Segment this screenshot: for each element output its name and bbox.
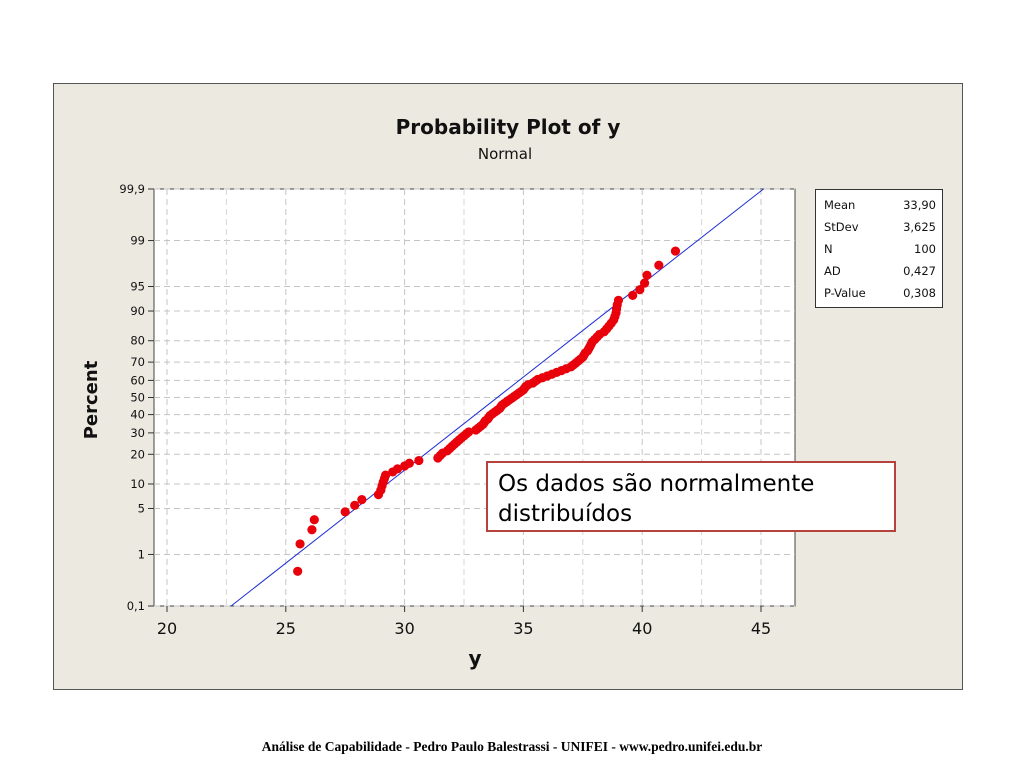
footer-text: Análise de Capabilidade - Pedro Paulo Ba…: [261, 739, 763, 754]
data-point: [357, 495, 367, 505]
data-point: [639, 278, 650, 288]
data-points: [293, 246, 681, 576]
x-tick-label: 35: [513, 619, 533, 638]
stat-value: 3,625: [903, 220, 936, 234]
stat-value: 0,427: [903, 264, 936, 278]
stat-value: 33,90: [903, 198, 936, 212]
y-tick-label: 1: [138, 547, 145, 561]
data-point: [464, 427, 474, 437]
y-tick-label: 99: [130, 234, 145, 248]
data-point: [340, 507, 350, 517]
y-tick-label: 0,1: [127, 599, 145, 613]
y-tick-label: 60: [130, 373, 145, 387]
y-tick-label: 70: [130, 355, 145, 369]
x-axis-label: y: [468, 646, 481, 670]
stat-row: StDev 3,625: [824, 216, 936, 238]
chart-title: Probability Plot of y: [396, 115, 621, 139]
stat-row: N 100: [824, 238, 936, 260]
data-point: [309, 515, 319, 525]
stat-label: AD: [824, 264, 841, 278]
stat-label: P-Value: [824, 286, 866, 300]
chart-subtitle: Normal: [478, 145, 532, 163]
callout-box: Os dados são normalmente distribuídos: [486, 461, 896, 532]
data-point: [635, 285, 645, 295]
data-point: [642, 270, 652, 280]
stat-label: N: [824, 242, 833, 256]
data-point: [295, 539, 305, 549]
fit-line: [230, 188, 764, 607]
data-point: [628, 290, 638, 300]
stat-row: Mean 33,90: [824, 194, 936, 216]
x-tick-label: 45: [751, 619, 771, 638]
data-point: [654, 260, 664, 270]
y-tick-label: 99,9: [119, 182, 145, 196]
y-tick-label: 50: [130, 391, 145, 405]
data-point: [670, 246, 681, 256]
stat-row: P-Value 0,308: [824, 282, 936, 304]
data-point: [404, 458, 414, 468]
data-point: [613, 295, 624, 305]
y-tick-label: 40: [130, 408, 145, 422]
stat-label: Mean: [824, 198, 856, 212]
x-tick-label: 20: [157, 619, 177, 638]
x-tick-label: 25: [276, 619, 296, 638]
y-tick-label: 30: [130, 426, 145, 440]
data-point: [414, 455, 424, 466]
x-tick-label: 40: [632, 619, 652, 638]
fit-line-group: [230, 188, 764, 607]
stat-label: StDev: [824, 220, 859, 234]
data-point: [350, 500, 360, 510]
y-tick-label: 80: [130, 334, 145, 348]
data-point: [307, 525, 317, 535]
data-point: [293, 566, 303, 576]
stat-row: AD 0,427: [824, 260, 936, 282]
data-point: [392, 464, 403, 474]
y-tick-label: 20: [130, 447, 145, 461]
x-tick-label: 30: [394, 619, 414, 638]
y-ticks: 0,1 1 5 10 20 30 40 50 60 70 80 90 95 99 99,9: [119, 182, 154, 613]
y-tick-label: 90: [130, 304, 145, 318]
callout-text: Os dados são normalmente distribuídos: [498, 471, 815, 527]
y-tick-label: 95: [130, 280, 145, 294]
stats-legend: Mean 33,90 StDev 3,625 N 100 AD 0,427 P-Value 0,3…: [815, 189, 943, 308]
footer: Análise de Capabilidade - Pedro Paulo Ba…: [0, 739, 1024, 755]
y-tick-label: 10: [130, 477, 145, 491]
stat-value: 100: [914, 242, 936, 256]
x-ticks: 20 25 30 35 40 45: [157, 606, 771, 638]
stat-value: 0,308: [903, 286, 936, 300]
y-tick-label: 5: [138, 501, 145, 515]
data-point: [380, 470, 391, 480]
y-axis-label: Percent: [81, 360, 102, 439]
